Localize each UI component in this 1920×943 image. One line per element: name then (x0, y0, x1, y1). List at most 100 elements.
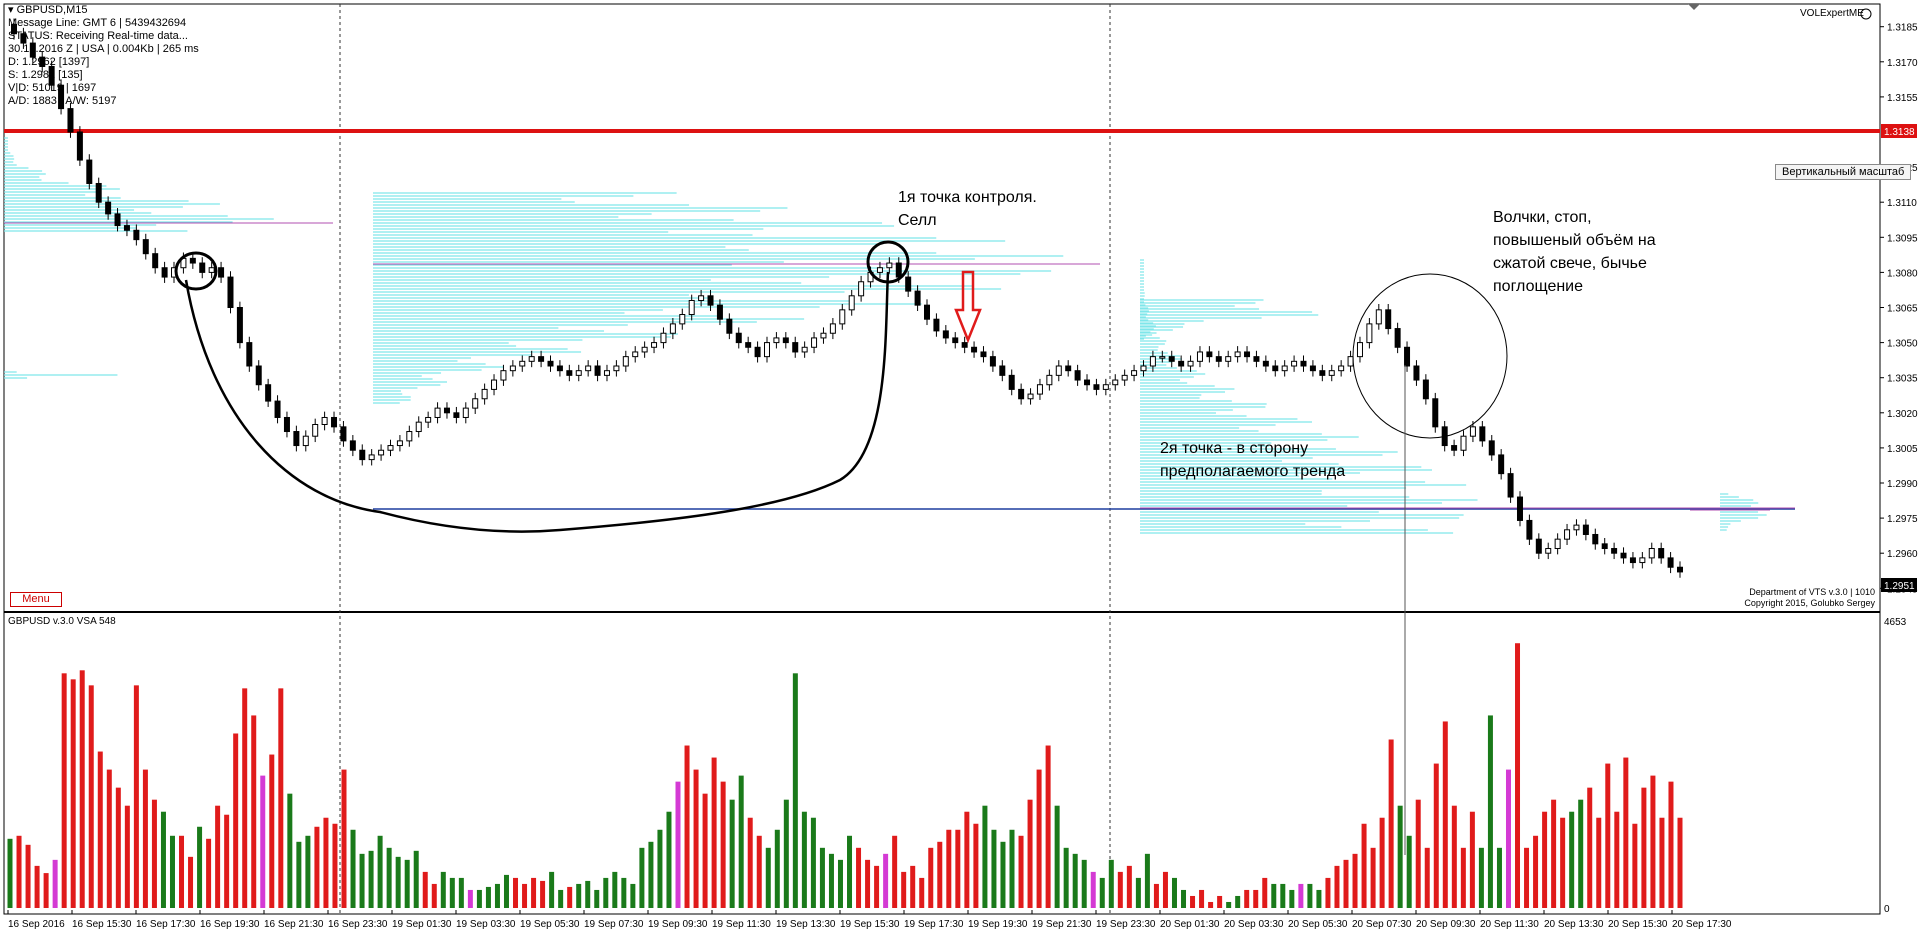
candle (1102, 378, 1109, 396)
volume-bar (215, 805, 221, 908)
candle (1413, 360, 1420, 386)
volume-bar (738, 775, 744, 908)
volume-axis-min: 0 (1884, 904, 1890, 915)
info-line: Message Line: GMT 6 | 5439432694 (8, 17, 187, 29)
candle (1018, 383, 1025, 405)
candle (754, 341, 761, 363)
candle (39, 51, 46, 73)
annotation-line: Волчки, стоп, (1493, 209, 1592, 226)
volume-bar (883, 853, 889, 908)
menu-button[interactable]: Menu (10, 592, 62, 607)
annotation-first-point: 1я точка контроля. Селл (898, 186, 1037, 232)
candle (123, 219, 130, 237)
candle (378, 444, 385, 461)
control-circle-right (866, 240, 910, 284)
candle (1375, 303, 1382, 330)
price-tick-label: 1.3005 (1887, 444, 1918, 455)
candle (660, 327, 667, 349)
candle (1460, 430, 1467, 457)
volume-bar (1551, 799, 1557, 908)
candle (622, 350, 629, 372)
candle (1244, 346, 1251, 363)
candle (443, 402, 450, 419)
candle (1385, 303, 1392, 335)
volume-bar (603, 877, 609, 908)
candle (1422, 374, 1429, 405)
candle (1658, 542, 1665, 564)
volume-bar (1162, 871, 1168, 908)
time-tick-label: 19 Sep 15:30 (840, 919, 900, 930)
candle (952, 332, 959, 349)
candle (886, 257, 893, 274)
volume-bar (874, 865, 880, 908)
candle (1140, 360, 1147, 377)
volume-bar (1424, 847, 1430, 908)
price-tick-label: 1.3170 (1887, 58, 1918, 69)
candle (368, 449, 375, 466)
candle (519, 355, 526, 372)
candle (575, 364, 582, 382)
vertical-scale-tooltip: Вертикальный масштаб (1775, 164, 1912, 180)
time-tick-label: 19 Sep 01:30 (392, 919, 452, 930)
time-tick-label: 20 Sep 05:30 (1288, 919, 1348, 930)
volume-bar (1515, 643, 1521, 908)
volume-bar (585, 880, 591, 908)
price-tick-label: 1.3080 (1887, 268, 1918, 279)
price-tick-label: 1.3185 (1887, 23, 1918, 34)
volume-bar (1505, 769, 1511, 908)
candle (716, 299, 723, 326)
candle (679, 308, 686, 330)
candle (1046, 369, 1053, 391)
volume-bar (801, 811, 807, 908)
volume-bar (856, 847, 862, 908)
volume-bar (675, 781, 681, 908)
price-tick-label: 1.3110 (1887, 198, 1917, 209)
candle (726, 313, 733, 340)
volume-bar (251, 715, 257, 908)
candle (989, 350, 996, 372)
candle (556, 360, 563, 377)
volume-bar (1334, 865, 1340, 908)
annotation-line: поглощение (1493, 278, 1584, 295)
volume-bar (729, 799, 735, 908)
candle (1451, 439, 1458, 457)
volume-bar (549, 871, 555, 908)
volume-bar (973, 823, 979, 908)
volume-bar (413, 850, 419, 908)
candle (415, 416, 422, 438)
volume-bar (169, 835, 175, 908)
volume-bar (1280, 883, 1286, 908)
volume-bar (1190, 895, 1196, 908)
candle (848, 289, 855, 316)
scroll-marker-icon[interactable] (1688, 4, 1700, 10)
candle (782, 332, 789, 349)
candle (199, 257, 206, 279)
volume-bar (1352, 853, 1358, 908)
volume-bar (810, 817, 816, 908)
volume-bar (1379, 817, 1385, 908)
volume-bar (1054, 805, 1060, 908)
volume-bar (666, 811, 672, 908)
candle (1036, 378, 1043, 400)
candle (142, 233, 149, 260)
candle (1196, 346, 1203, 368)
candle (971, 341, 978, 358)
dropdown-triangle-icon[interactable]: ▾ (8, 4, 14, 16)
candle (829, 318, 836, 340)
volume-bar (494, 883, 500, 908)
expert-smiley-icon[interactable] (1860, 8, 1872, 20)
volume-bar (88, 685, 94, 908)
volume-bar (1560, 817, 1566, 908)
symbol-title: GBPUSD,M15 (16, 4, 88, 16)
volume-bar (892, 835, 898, 908)
volume-bar (792, 673, 798, 908)
candle (1526, 514, 1533, 546)
volume-bar (1199, 889, 1205, 908)
volume-bar (1569, 811, 1575, 908)
candle (651, 336, 658, 354)
volume-bar (1144, 853, 1150, 908)
candle (1554, 533, 1561, 555)
candle (1366, 318, 1373, 349)
